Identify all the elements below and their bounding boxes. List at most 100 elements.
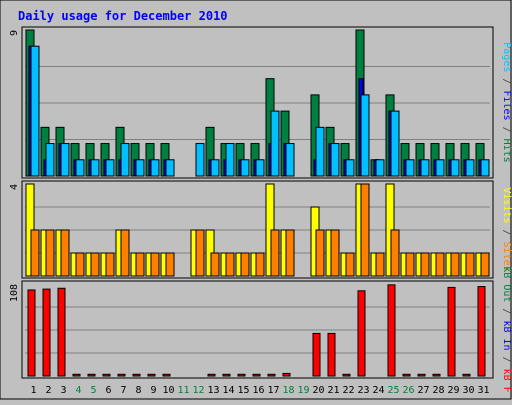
panel-top-max-label: 9 — [9, 30, 20, 36]
bar-pages-day-2 — [45, 143, 55, 177]
bar-kb-f-day-31 — [477, 286, 486, 377]
bar-kb-f-day-3 — [57, 287, 66, 377]
bar-kb-f-day-1 — [27, 289, 36, 377]
axis-label-segment: Sites — [501, 242, 512, 272]
bar-kb-f-day-9 — [147, 373, 156, 377]
x-label-day-17: 17 — [267, 385, 279, 396]
bar-sites-day-29 — [450, 252, 460, 277]
bar-sites-day-15 — [240, 252, 250, 277]
axis-label-segment: kB In — [501, 320, 512, 350]
panel-top-axis-label: Pages / Files / Hits — [501, 42, 512, 162]
bar-kb-f-day-20 — [312, 332, 321, 377]
bar-sites-day-8 — [135, 252, 145, 277]
bar-pages-day-17 — [270, 110, 280, 177]
x-label-day-31: 31 — [477, 385, 489, 396]
bar-pages-day-12 — [195, 143, 205, 177]
bar-sites-day-14 — [225, 252, 235, 277]
bar-sites-day-31 — [480, 252, 490, 277]
axis-label-segment: / — [501, 223, 512, 241]
bar-kb-f-day-7 — [117, 373, 126, 377]
bar-pages-day-10 — [165, 159, 175, 177]
bar-sites-day-25 — [390, 229, 400, 277]
bar-kb-f-day-22 — [342, 373, 351, 377]
panel-middle-max-label: 4 — [9, 184, 20, 190]
bar-pages-day-5 — [90, 159, 100, 177]
bar-kb-f-day-15 — [237, 373, 246, 377]
panel-bottom-axis-label: kB Out / kB In / kB F — [501, 266, 512, 392]
bar-kb-f-day-28 — [432, 373, 441, 377]
bar-kb-f-day-29 — [447, 286, 456, 377]
bar-pages-day-18 — [285, 143, 295, 177]
x-label-day-25: 25 — [387, 385, 399, 396]
bar-pages-day-6 — [105, 159, 115, 177]
bar-sites-day-7 — [120, 229, 130, 277]
bar-pages-day-22 — [345, 159, 355, 177]
x-label-day-28: 28 — [432, 385, 444, 396]
x-label-day-2: 2 — [45, 385, 51, 396]
x-label-day-22: 22 — [342, 385, 354, 396]
bar-kb-f-day-13 — [207, 373, 216, 377]
bar-pages-day-28 — [435, 159, 445, 177]
x-label-day-5: 5 — [90, 385, 96, 396]
bar-pages-day-3 — [60, 143, 70, 177]
panel-top: 9 Pages / Files / Hits — [9, 26, 512, 179]
bar-kb-f-day-6 — [102, 373, 111, 377]
bar-sites-day-21 — [330, 229, 340, 277]
x-label-day-21: 21 — [327, 385, 339, 396]
x-label-day-9: 9 — [150, 385, 156, 396]
axis-label-segment: / — [501, 121, 512, 139]
bar-sites-day-3 — [60, 229, 70, 277]
bar-kb-f-day-2 — [42, 288, 51, 377]
x-label-day-3: 3 — [60, 385, 66, 396]
bar-kb-f-day-18 — [282, 372, 291, 377]
bar-kb-f-day-21 — [327, 332, 336, 377]
x-label-day-7: 7 — [120, 385, 126, 396]
x-label-day-1: 1 — [30, 385, 36, 396]
bar-kb-f-day-4 — [72, 373, 81, 377]
bar-kb-f-day-10 — [162, 373, 171, 377]
bar-kb-f-day-27 — [417, 373, 426, 377]
bar-sites-day-13 — [210, 252, 220, 277]
bar-pages-day-30 — [465, 159, 475, 177]
bar-sites-day-30 — [465, 252, 475, 277]
axis-label-segment: / — [501, 72, 512, 90]
bar-pages-day-4 — [75, 159, 85, 177]
x-label-day-20: 20 — [312, 385, 324, 396]
bar-sites-day-26 — [405, 252, 415, 277]
bar-kb-f-day-26 — [402, 373, 411, 377]
bar-pages-day-25 — [390, 110, 400, 177]
bar-pages-day-26 — [405, 159, 415, 177]
bar-sites-day-23 — [360, 183, 370, 277]
bar-sites-day-5 — [90, 252, 100, 277]
x-label-day-11: 11 — [177, 385, 189, 396]
bar-kb-f-day-8 — [132, 373, 141, 377]
x-label-day-16: 16 — [252, 385, 264, 396]
panel-bottom-max-label: 108 — [9, 284, 20, 302]
bar-pages-day-9 — [150, 159, 160, 177]
axis-label-segment: Hits — [501, 139, 512, 163]
axis-label-segment: kB F — [501, 369, 512, 393]
bar-pages-day-20 — [315, 126, 325, 177]
bar-sites-day-9 — [150, 252, 160, 277]
x-label-day-24: 24 — [372, 385, 384, 396]
bar-sites-day-27 — [420, 252, 430, 277]
x-label-day-30: 30 — [462, 385, 474, 396]
bar-sites-day-17 — [270, 229, 280, 277]
bar-sites-day-4 — [75, 252, 85, 277]
bar-pages-day-24 — [375, 159, 385, 177]
x-label-day-27: 27 — [417, 385, 429, 396]
bar-sites-day-20 — [315, 229, 325, 277]
bar-sites-day-2 — [45, 229, 55, 277]
x-label-day-13: 13 — [207, 385, 219, 396]
axis-label-segment: Files — [501, 90, 512, 120]
bar-sites-day-12 — [195, 229, 205, 277]
bar-kb-f-day-30 — [462, 373, 471, 377]
axis-label-segment: kB Out — [501, 266, 512, 302]
x-label-day-26: 26 — [402, 385, 414, 396]
bar-sites-day-22 — [345, 252, 355, 277]
x-label-day-10: 10 — [162, 385, 174, 396]
axis-label-segment: Visits — [501, 187, 512, 223]
chart-panels: 9 Pages / Files / Hits 4 Visits / Sites 108 k… — [9, 26, 512, 393]
